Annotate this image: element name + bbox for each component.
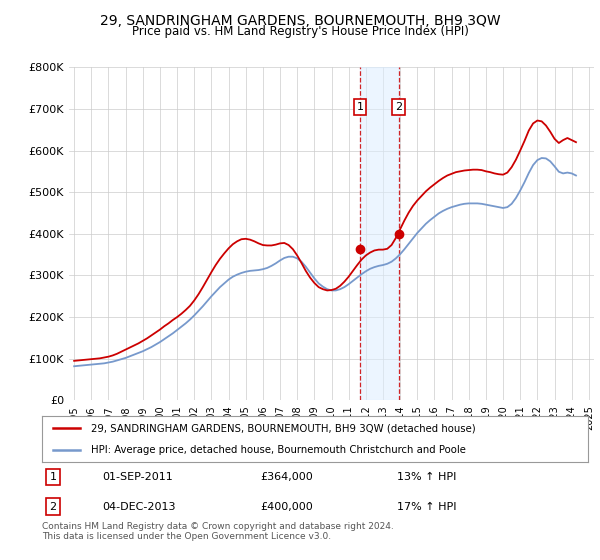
Text: 17% ↑ HPI: 17% ↑ HPI xyxy=(397,502,457,511)
Bar xyxy=(360,67,399,400)
Text: HPI: Average price, detached house, Bournemouth Christchurch and Poole: HPI: Average price, detached house, Bour… xyxy=(91,445,466,455)
Text: 2: 2 xyxy=(49,502,56,511)
Text: 1: 1 xyxy=(356,102,364,112)
Text: 2: 2 xyxy=(395,102,402,112)
Text: 29, SANDRINGHAM GARDENS, BOURNEMOUTH, BH9 3QW (detached house): 29, SANDRINGHAM GARDENS, BOURNEMOUTH, BH… xyxy=(91,423,476,433)
Text: 01-SEP-2011: 01-SEP-2011 xyxy=(102,473,173,482)
Text: 13% ↑ HPI: 13% ↑ HPI xyxy=(397,473,456,482)
Text: 29, SANDRINGHAM GARDENS, BOURNEMOUTH, BH9 3QW: 29, SANDRINGHAM GARDENS, BOURNEMOUTH, BH… xyxy=(100,14,500,28)
Text: £400,000: £400,000 xyxy=(260,502,313,511)
Text: Price paid vs. HM Land Registry's House Price Index (HPI): Price paid vs. HM Land Registry's House … xyxy=(131,25,469,38)
Text: 1: 1 xyxy=(49,473,56,482)
Text: Contains HM Land Registry data © Crown copyright and database right 2024.
This d: Contains HM Land Registry data © Crown c… xyxy=(42,522,394,542)
Text: 04-DEC-2013: 04-DEC-2013 xyxy=(102,502,176,511)
Text: £364,000: £364,000 xyxy=(260,473,313,482)
